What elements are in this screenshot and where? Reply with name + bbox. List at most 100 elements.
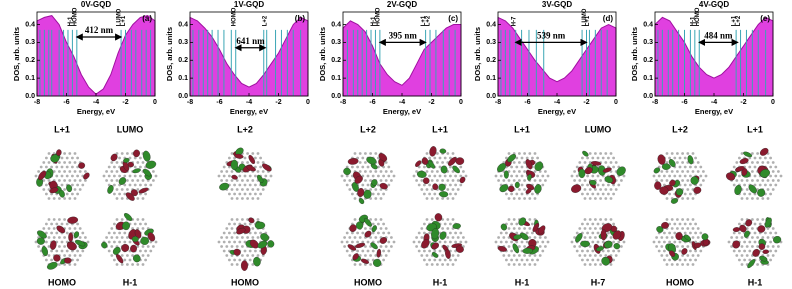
orbital-lobe — [347, 244, 357, 251]
orbital-lobe — [118, 177, 127, 185]
atom — [740, 254, 744, 257]
atom — [126, 152, 129, 155]
orbital-lobe — [366, 156, 377, 165]
atom — [525, 231, 529, 235]
atom — [113, 231, 116, 235]
atom — [446, 236, 450, 239]
atom — [415, 236, 418, 239]
atom — [374, 197, 378, 200]
y-tick-label: 0.2 — [643, 57, 653, 64]
y-tick-label: 0.0 — [25, 93, 35, 100]
orbital-lobe — [532, 223, 540, 232]
orbital-lobe — [257, 240, 268, 249]
atom — [769, 258, 772, 262]
atom — [246, 161, 250, 164]
atom — [581, 258, 584, 262]
orbital-label: HOMO — [354, 277, 382, 287]
atom — [681, 218, 684, 221]
atom — [133, 222, 137, 226]
orbital-lobe — [67, 216, 79, 224]
atom — [68, 179, 72, 182]
atom — [430, 197, 434, 200]
x-tick-label: -8 — [34, 99, 40, 106]
x-tick-label: -6 — [524, 99, 530, 106]
atom — [668, 192, 671, 196]
atom — [356, 165, 359, 169]
orbital-lobe — [739, 158, 749, 165]
atom — [663, 240, 666, 244]
atom — [753, 231, 757, 235]
level-label: L+2 — [736, 15, 742, 26]
atom — [665, 263, 669, 266]
atom — [71, 174, 74, 178]
atom — [591, 249, 595, 253]
atom — [512, 227, 516, 230]
atom — [377, 240, 380, 244]
atom — [58, 263, 61, 266]
orbital-lobe — [732, 227, 741, 232]
atom — [515, 222, 519, 226]
atom — [533, 263, 537, 266]
atom — [446, 179, 450, 182]
atom — [748, 192, 752, 196]
atom — [65, 156, 69, 160]
y-axis-label: DOS, arb. units — [630, 27, 639, 81]
atom — [377, 231, 380, 235]
atom — [369, 152, 372, 155]
atom — [369, 170, 372, 173]
orbital-lobe — [603, 240, 613, 249]
orbital-lobe — [379, 237, 388, 244]
atom — [510, 240, 513, 244]
atom — [361, 249, 365, 253]
atom — [45, 258, 48, 262]
atom — [73, 179, 77, 182]
atom — [740, 236, 744, 239]
atom — [107, 165, 111, 169]
atom — [251, 227, 255, 230]
atom — [65, 249, 69, 253]
orbital-lobe — [582, 150, 589, 157]
atom — [459, 165, 463, 169]
atom — [604, 254, 608, 257]
atom — [601, 156, 605, 160]
atom — [777, 179, 780, 182]
atom — [510, 174, 513, 178]
atom — [753, 222, 757, 226]
atom — [415, 179, 418, 182]
atom — [502, 254, 506, 257]
atom — [254, 156, 257, 160]
atom — [230, 218, 234, 221]
x-axis-label: Energy, eV — [383, 107, 421, 116]
atom — [441, 197, 444, 200]
atom — [256, 218, 260, 221]
orbital-lobe — [659, 186, 669, 195]
orbital-lobe — [600, 229, 607, 241]
atom — [771, 254, 775, 257]
orbital-label: L+1 — [514, 124, 530, 134]
atom — [507, 263, 511, 266]
atom — [512, 263, 516, 266]
atom — [45, 192, 48, 196]
atom — [438, 174, 442, 178]
atom — [451, 218, 455, 221]
atom — [740, 197, 744, 200]
atom — [683, 174, 687, 178]
atom — [665, 179, 669, 182]
atom — [683, 183, 687, 187]
atom — [136, 263, 140, 266]
orbital-lobe — [262, 163, 272, 172]
atom — [497, 236, 500, 239]
atom — [586, 156, 589, 160]
atom — [732, 249, 736, 253]
atom — [47, 245, 51, 248]
atom — [541, 240, 545, 244]
orbital-lobe — [351, 182, 359, 192]
atom — [459, 231, 463, 235]
atom — [575, 174, 579, 178]
atom — [451, 152, 455, 155]
atom — [591, 240, 595, 244]
atom — [123, 231, 127, 235]
atom — [678, 240, 682, 244]
atom — [115, 179, 119, 182]
